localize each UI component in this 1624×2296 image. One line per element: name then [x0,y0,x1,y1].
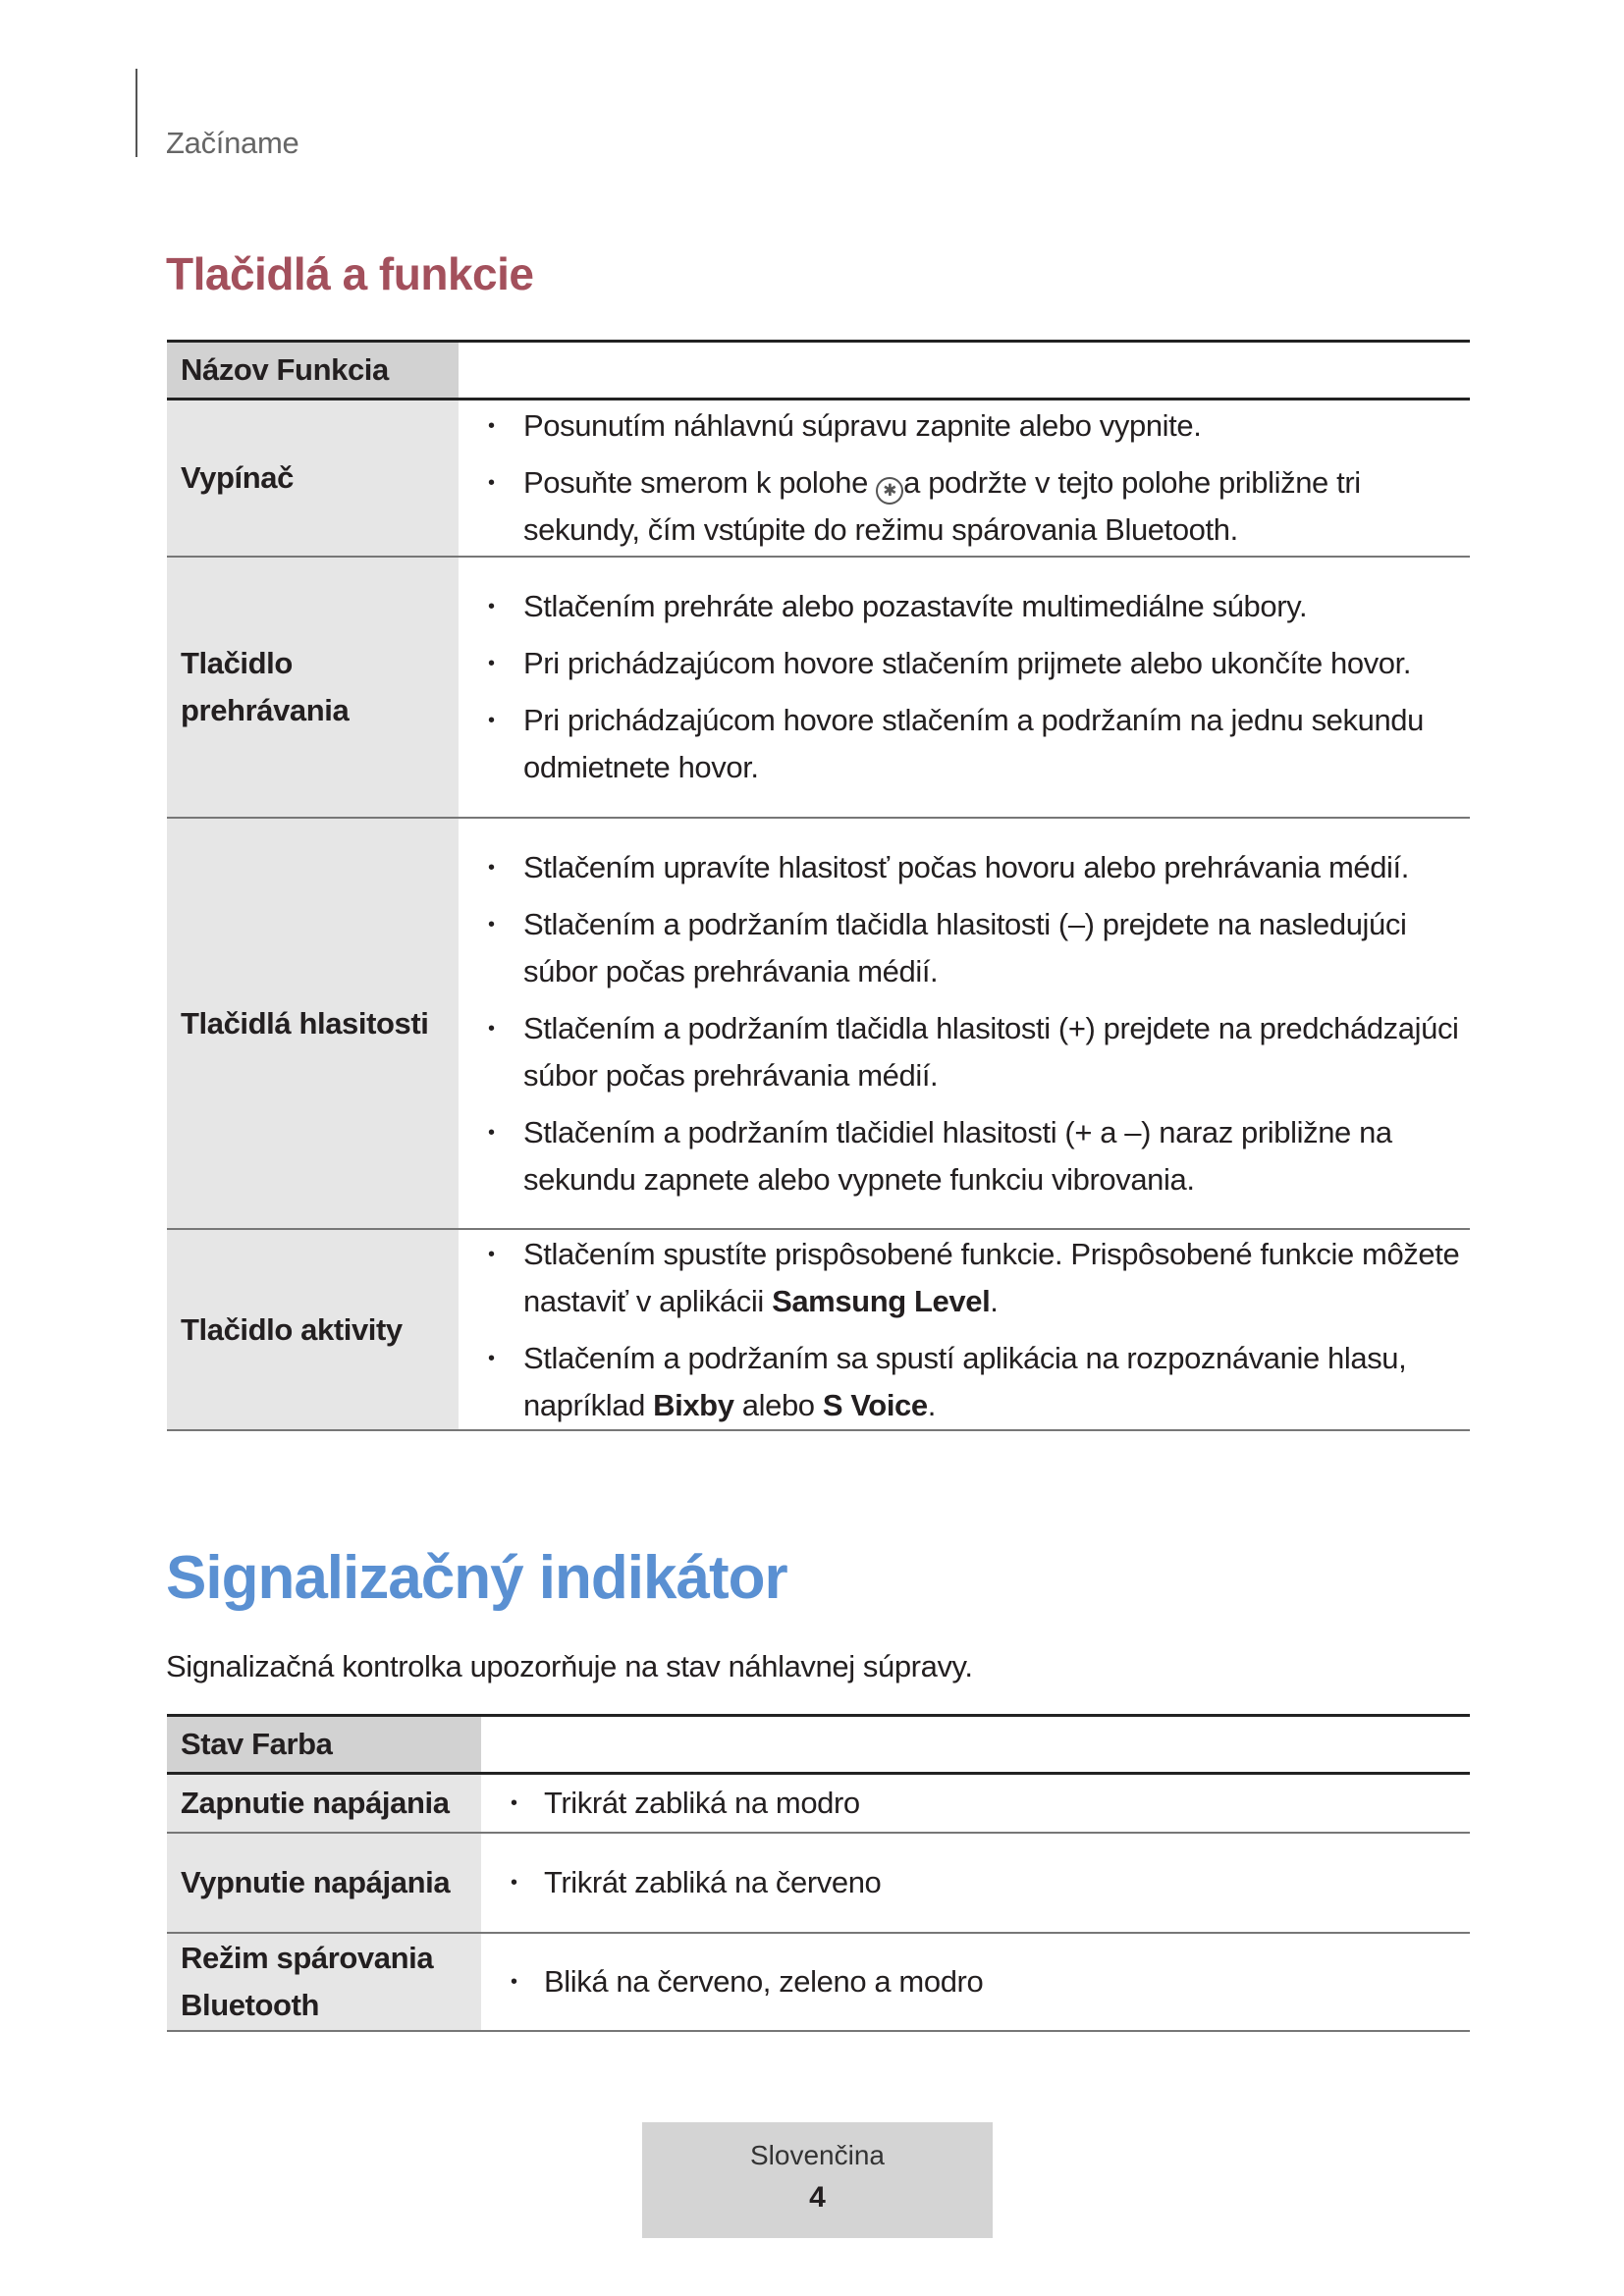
list-item: • Stlačením a podržaním tlačidla hlasitos… [459,901,1470,995]
bullet-icon: • [511,1792,517,1814]
bullet-icon: • [488,856,495,879]
list-item: • Stlačením a podržaním tlačidla hlasitos… [459,1005,1470,1099]
list-item: • Stlačením a podržaním tlačidiel hlasito… [459,1109,1470,1203]
table-header-row: Názov Funkcia [167,340,1470,400]
section-title-buttons: Tlačidlá a funkcie [166,248,534,299]
item-text: Stlačením a podržaním sa spustí aplikáci… [523,1340,1407,1422]
chapter-label: Začíname [166,126,299,160]
item-text: . [990,1283,999,1318]
bullet-icon: • [488,913,495,935]
item-text: Posunutím náhlavnú súpravu zapnite alebo… [523,408,1202,443]
row-label: Vypínač [167,400,459,556]
item-text: alebo [733,1387,823,1422]
item-text: Trikrát zabliká na červeno [544,1865,882,1899]
list-item: • Stlačením prehráte alebo pozastavíte mu… [459,583,1470,630]
table-row: Tlačidlá hlasitosti • Stlačením upravíte h… [167,819,1470,1230]
section-title-indicator: Signalizačný indikátor [166,1544,788,1612]
item-text: Trikrát zabliká na modro [544,1786,860,1820]
row-description: • Bliká na červeno, zeleno a modro [481,1934,1470,2030]
item-text: Posuňte smerom k polohe [523,465,877,500]
item-text: . [927,1387,937,1422]
table-row: Zapnutie napájania • Trikrát zabliká na mo… [167,1775,1470,1834]
item-text: Bliká na červeno, zeleno a modro [544,1964,984,1999]
row-label: Zapnutie napájania [167,1775,481,1832]
row-description: • Stlačením upravíte hlasitosť počas hovo… [459,819,1470,1228]
page-footer: Slovenčina 4 [642,2122,993,2238]
list-item: • Pri prichádzajúcom hovore stlačením a p… [459,697,1470,791]
row-description: • Stlačením spustíte prispôsobené funkcie… [459,1230,1470,1429]
list-item: • Stlačením a podržaním sa spustí aplikác… [459,1335,1470,1429]
list-item: • Posunutím náhlavnú súpravu zapnite aleb… [459,402,1470,450]
table-row: Režim spárovania Bluetooth • Bliká na červ… [167,1934,1470,2032]
list-item: • Bliká na červeno, zeleno a modro [481,1958,1470,2005]
bullet-icon: • [488,1017,495,1040]
table-header: Stav Farba [167,1717,481,1772]
bold-text: Samsung Level [772,1283,991,1318]
bold-text: S Voice [822,1387,928,1422]
table-header-row: Stav Farba [167,1714,1470,1775]
row-description: • Trikrát zabliká na modro [481,1775,1470,1832]
item-text: Stlačením a podržaním tlačidiel hlasitos… [523,1114,1392,1197]
bullet-icon: • [488,1347,495,1369]
bullet-icon: • [488,1243,495,1265]
bullet-icon: • [488,653,495,674]
row-label: Vypnutie napájania [167,1834,481,1932]
bullet-icon: • [488,472,495,494]
list-item: • Pri prichádzajúcom hovore stlačením pri… [459,640,1470,687]
list-item: • Stlačením upravíte hlasitosť počas hovo… [459,844,1470,891]
table-row: Vypínač • Posunutím náhlavnú súpravu zapni… [167,400,1470,558]
list-item: • Trikrát zabliká na modro [481,1780,1470,1827]
list-item: • Posuňte smerom k polohe ✱ a podržte v te… [459,459,1470,554]
page-number: 4 [809,2181,826,2214]
table-row: Vypnutie napájania • Trikrát zabliká na če… [167,1834,1470,1934]
bullet-icon: • [488,415,495,437]
item-text: Stlačením a podržaním tlačidla hlasitost… [523,1010,1459,1093]
row-label: Tlačidlo aktivity [167,1230,459,1429]
row-label: Tlačidlá hlasitosti [167,819,459,1228]
item-text: Pri prichádzajúcom hovore stlačením prij… [523,646,1412,680]
item-text: a podržte v tejto polohe približne tri s… [523,465,1361,547]
header-rule [135,69,137,157]
bullet-icon: • [511,1872,517,1894]
bluetooth-icon: ✱ [876,477,904,505]
list-item: • Trikrát zabliká na červeno [481,1859,1470,1906]
row-description: • Trikrát zabliká na červeno [481,1834,1470,1932]
row-description: • Stlačením prehráte alebo pozastavíte mu… [459,558,1470,817]
row-label: Tlačidlo prehrávania [167,558,459,817]
footer-language: Slovenčina [750,2140,885,2170]
item-text: Stlačením spustíte prispôsobené funkcie.… [523,1236,1460,1318]
table-row: Tlačidlo prehrávania • Stlačením prehráte … [167,558,1470,819]
item-text: Stlačením prehráte alebo pozastavíte mul… [523,589,1308,623]
bullet-icon: • [511,1971,517,1993]
row-description: • Posunutím náhlavnú súpravu zapnite aleb… [459,400,1470,556]
bullet-icon: • [488,710,495,731]
row-label: Režim spárovania Bluetooth [167,1934,481,2030]
bullet-icon: • [488,1121,495,1144]
item-text: Pri prichádzajúcom hovore stlačením a po… [523,703,1424,784]
item-text: Stlačením a podržaním tlačidla hlasitost… [523,906,1407,988]
table-header: Názov Funkcia [167,343,459,398]
bold-text: Bixby [653,1387,734,1422]
table-row: Tlačidlo aktivity • Stlačením spustíte pri… [167,1230,1470,1431]
bullet-icon: • [488,596,495,617]
item-text: Stlačením upravíte hlasitosť počas hovor… [523,849,1409,884]
section-intro: Signalizačná kontrolka upozorňuje na sta… [166,1649,973,1683]
list-item: • Stlačením spustíte prispôsobené funkcie… [459,1231,1470,1325]
